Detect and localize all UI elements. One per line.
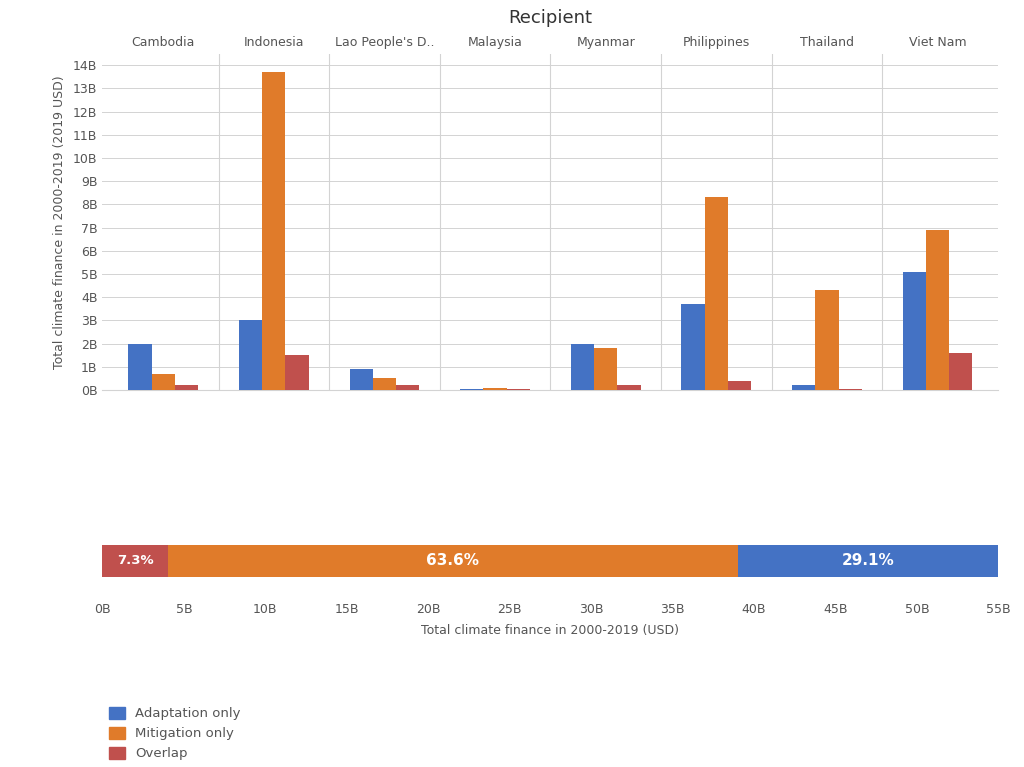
- Bar: [682, 304, 705, 390]
- Bar: [594, 348, 617, 390]
- Bar: [102, 545, 168, 577]
- Bar: [903, 272, 926, 390]
- Bar: [175, 385, 198, 390]
- Text: 63.6%: 63.6%: [426, 554, 479, 568]
- Bar: [705, 197, 728, 390]
- Bar: [737, 545, 998, 577]
- Text: 7.3%: 7.3%: [117, 555, 154, 568]
- X-axis label: Total climate finance in 2000-2019 (USD): Total climate finance in 2000-2019 (USD): [422, 624, 679, 637]
- Bar: [570, 344, 594, 390]
- Y-axis label: Total climate finance in 2000-2019 (2019 USD): Total climate finance in 2000-2019 (2019…: [53, 75, 67, 369]
- Bar: [239, 321, 262, 390]
- Bar: [483, 387, 507, 390]
- Bar: [460, 389, 483, 390]
- Legend: Adaptation only, Mitigation only, Overlap: Adaptation only, Mitigation only, Overla…: [109, 707, 241, 760]
- Bar: [728, 380, 752, 390]
- Bar: [286, 355, 308, 390]
- Bar: [617, 385, 641, 390]
- Bar: [396, 385, 419, 390]
- Bar: [262, 72, 286, 390]
- Bar: [152, 374, 175, 390]
- Bar: [949, 353, 973, 390]
- Bar: [168, 545, 737, 577]
- Bar: [793, 385, 815, 390]
- Bar: [926, 230, 949, 390]
- Bar: [507, 389, 530, 390]
- Bar: [349, 369, 373, 390]
- Text: 29.1%: 29.1%: [842, 554, 894, 568]
- Bar: [373, 378, 396, 390]
- Title: Recipient: Recipient: [508, 9, 593, 27]
- Bar: [128, 344, 152, 390]
- Bar: [839, 389, 862, 390]
- Bar: [815, 290, 839, 390]
